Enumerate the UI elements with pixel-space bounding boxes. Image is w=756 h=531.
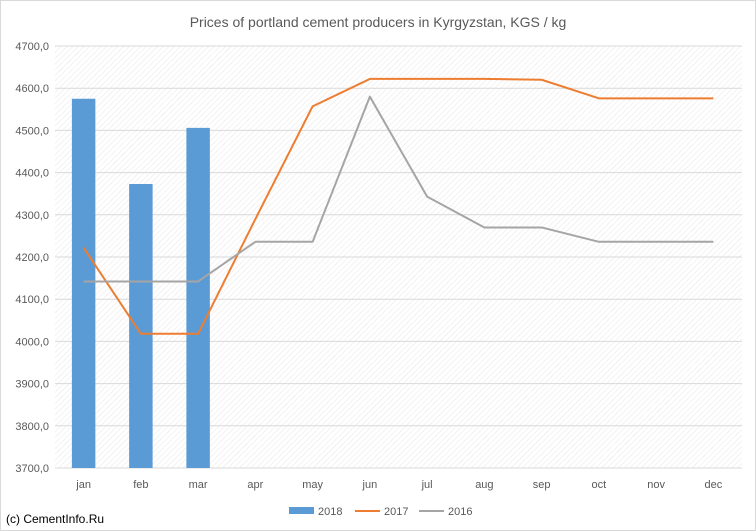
bar-2018-feb [129,183,153,468]
x-tick-label: jul [421,479,433,491]
x-tick-label: jun [362,479,378,491]
x-tick-label: apr [247,479,263,491]
y-tick-label: 4700,0 [15,41,49,53]
x-tick-label: nov [647,479,665,491]
legend-label-2017: 2017 [384,506,408,518]
y-tick-label: 4600,0 [15,83,49,95]
x-axis-ticks: jan feb mar apr may jun jul aug sep oct nov dec [75,479,722,491]
y-tick-label: 4100,0 [15,294,49,306]
bar-2018-jan [71,98,96,468]
watermark-text: (c) CementInfo.Ru [6,512,105,526]
y-tick-label: 4400,0 [15,168,49,180]
bar-series [71,98,210,469]
y-tick-label: 4200,0 [15,252,49,264]
y-tick-label: 3700,0 [15,463,49,475]
chart-title: Prices of portland cement producers in K… [190,14,567,30]
line-series [82,77,714,335]
x-tick-label: dec [705,479,723,491]
y-tick-label: 3800,0 [15,421,49,433]
legend-swatch-2018 [289,507,314,514]
y-tick-label: 3900,0 [15,379,49,391]
legend: 2018 2017 2016 [289,506,472,518]
x-tick-label: may [302,479,323,491]
x-tick-label: mar [189,479,208,491]
y-tick-label: 4000,0 [15,336,49,348]
legend-label-2016: 2016 [448,506,472,518]
x-tick-label: sep [533,479,551,491]
y-tick-label: 4500,0 [15,125,49,137]
gridlines [55,45,742,469]
x-tick-label: feb [133,479,148,491]
legend-label-2018: 2018 [318,506,342,518]
x-tick-label: jan [75,479,91,491]
x-tick-label: oct [592,479,607,491]
y-axis-ticks: 3700,0 3800,0 3900,0 4000,0 4100,0 4200,0 4300… [15,41,49,475]
x-tick-label: aug [475,479,493,491]
line-2016 [83,95,714,283]
y-tick-label: 4300,0 [15,210,49,222]
line-2017 [82,77,714,335]
bar-2018-mar [186,127,210,469]
